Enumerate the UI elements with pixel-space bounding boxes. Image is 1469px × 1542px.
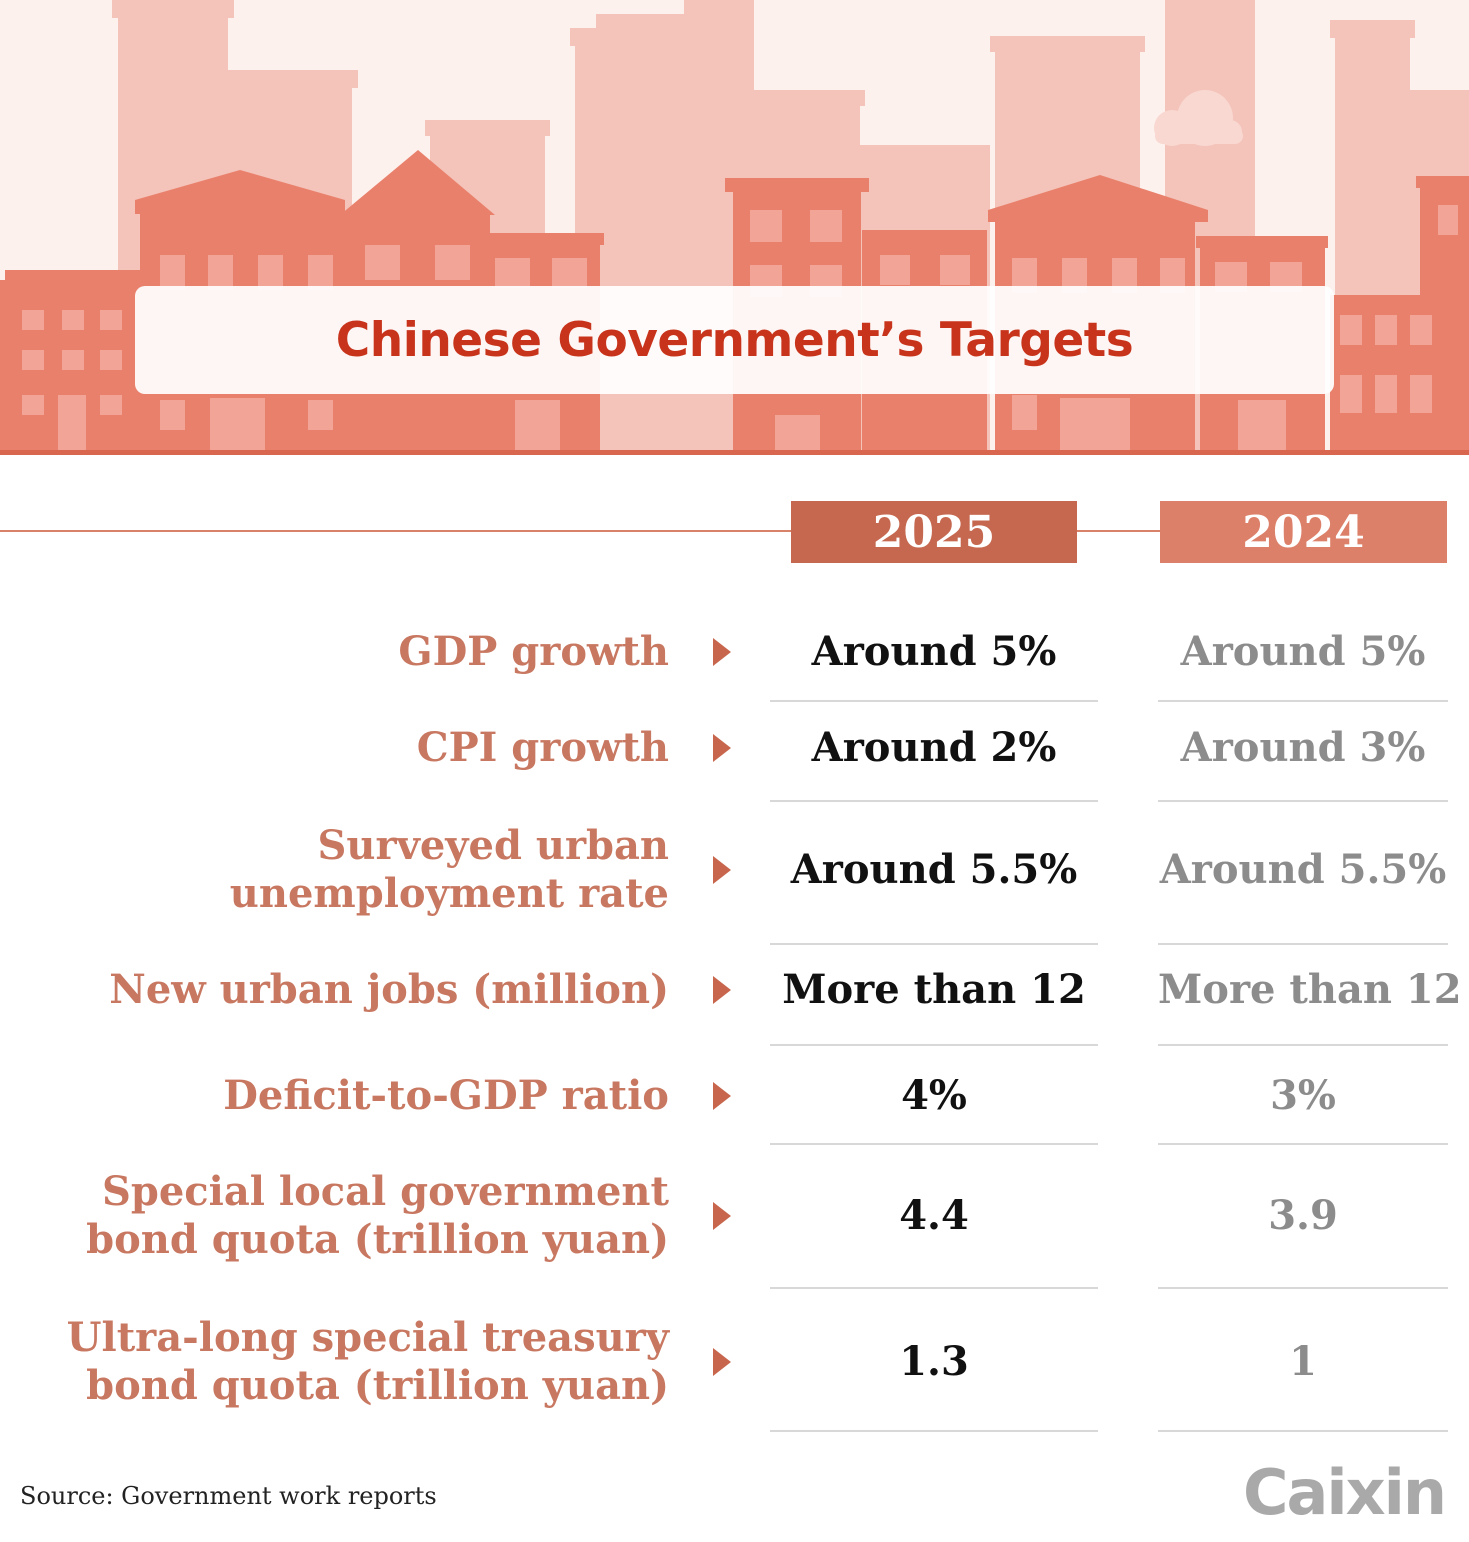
row-label-line: CPI growth	[416, 724, 669, 771]
value-2025: Around 5.5%	[790, 846, 1078, 893]
row-arrow-icon	[713, 734, 731, 762]
row-divider	[770, 943, 1098, 945]
row-divider	[770, 1430, 1098, 1432]
row-arrow-icon	[713, 638, 731, 666]
row-arrow-icon	[713, 1082, 731, 1110]
value-2024: 3%	[1270, 1072, 1336, 1119]
row-arrow-icon	[713, 856, 731, 884]
row-divider	[1158, 1143, 1448, 1145]
column-header-2025: 2025	[791, 501, 1077, 563]
row-label-line: Ultra-long special treasury	[66, 1314, 669, 1361]
row-label: Deficit-to-GDP ratio	[223, 1072, 669, 1120]
column-header-2024: 2024	[1160, 501, 1447, 563]
value-2024: Around 5%	[1180, 628, 1426, 675]
value-2025: 4.4	[899, 1192, 969, 1239]
row-label-line: New urban jobs (million)	[109, 966, 669, 1013]
row-label-line: GDP growth	[398, 628, 669, 675]
row-label-line: unemployment rate	[229, 870, 669, 917]
city-skyline-banner: Chinese Government’s Targets	[0, 0, 1469, 455]
value-2024: More than 12	[1158, 966, 1462, 1013]
header-rule	[0, 530, 1160, 532]
value-2024: Around 3%	[1180, 724, 1426, 771]
row-label-line: bond quota (trillion yuan)	[86, 1362, 669, 1409]
value-2025: 1.3	[899, 1338, 969, 1385]
row-label: GDP growth	[398, 628, 669, 676]
row-label-line: Deficit-to-GDP ratio	[223, 1072, 669, 1119]
row-label-line: Special local government	[102, 1168, 669, 1215]
value-2024: 1	[1289, 1338, 1317, 1385]
row-divider	[770, 1044, 1098, 1046]
row-divider	[770, 800, 1098, 802]
value-2024: 3.9	[1268, 1192, 1338, 1239]
caixin-logo: Caixin	[1243, 1456, 1447, 1529]
row-label: CPI growth	[417, 724, 669, 772]
row-label: Special local government bond quota (tril…	[86, 1168, 669, 1264]
row-divider	[770, 1287, 1098, 1289]
row-label-line: bond quota (trillion yuan)	[86, 1216, 669, 1263]
row-divider	[1158, 700, 1448, 702]
row-divider	[1158, 1287, 1448, 1289]
row-label: Surveyed urban unemployment rate	[230, 822, 669, 918]
row-arrow-icon	[713, 976, 731, 1004]
value-2025: Around 5%	[811, 628, 1057, 675]
source-note: Source: Government work reports	[20, 1482, 437, 1510]
row-divider	[770, 700, 1098, 702]
row-divider	[1158, 1430, 1448, 1432]
value-2025: Around 2%	[811, 724, 1057, 771]
row-divider	[770, 1143, 1098, 1145]
row-arrow-icon	[713, 1202, 731, 1230]
row-divider	[1158, 1044, 1448, 1046]
title-box: Chinese Government’s Targets	[135, 286, 1334, 394]
row-divider	[1158, 800, 1448, 802]
value-2024: Around 5.5%	[1159, 846, 1447, 893]
row-arrow-icon	[713, 1348, 731, 1376]
value-2025: More than 12	[782, 966, 1086, 1013]
row-divider	[1158, 943, 1448, 945]
row-label: New urban jobs (million)	[109, 966, 669, 1014]
row-label-line: Surveyed urban	[317, 822, 669, 869]
row-label: Ultra-long special treasury bond quota (t…	[67, 1314, 669, 1410]
value-2025: 4%	[901, 1072, 967, 1119]
page-title: Chinese Government’s Targets	[335, 312, 1134, 368]
